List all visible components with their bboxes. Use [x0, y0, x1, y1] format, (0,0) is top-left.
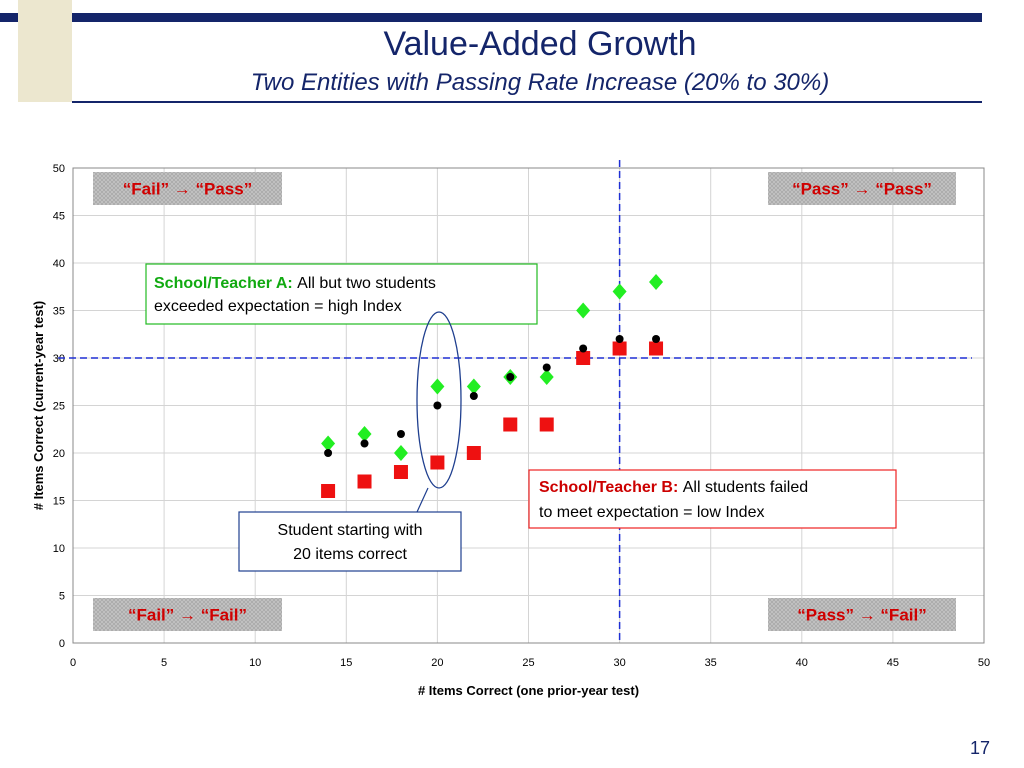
- school-a-label: School/Teacher A:: [154, 275, 297, 292]
- x-tick-label: 35: [705, 657, 717, 669]
- quad-label-fail-pass: “Fail” → “Pass”: [93, 172, 282, 205]
- quad-label-fail-pass-bg: [93, 172, 282, 205]
- y-tick-label: 0: [59, 638, 65, 650]
- school-a-line2: exceeded expectation = high Index: [154, 298, 402, 315]
- quad-label-fail-pass-text: “Fail” → “Pass”: [123, 180, 252, 199]
- x-tick-label: 5: [161, 657, 167, 669]
- title-underline: [72, 101, 982, 103]
- diamond-marker: [649, 274, 664, 290]
- plot-area-frame: [72, 167, 985, 644]
- x-tick-label: 15: [340, 657, 352, 669]
- square-marker: [357, 474, 372, 489]
- square-marker: [539, 417, 554, 432]
- y-tick-label: 40: [53, 258, 65, 270]
- x-axis-label: # Items Correct (one prior-year test): [418, 683, 639, 698]
- dot-marker: [433, 401, 442, 410]
- data-points: [321, 274, 664, 498]
- school-b-line2: to meet expectation = low Index: [539, 504, 764, 521]
- axis-ticks: 0 5 10 15 20 25 30 35 40 45 50 0 5 10 15 20 25 30 35 40 45 50: [53, 163, 990, 669]
- dot-marker: [579, 344, 588, 353]
- x-tick-label: 45: [887, 657, 899, 669]
- y-tick-label: 30: [53, 353, 65, 365]
- y-tick-label: 35: [53, 306, 65, 318]
- slide-subtitle: Two Entities with Passing Rate Increase …: [250, 69, 830, 96]
- x-tick-label: 40: [796, 657, 808, 669]
- square-marker: [430, 455, 445, 470]
- quad-label-pass-pass-text: “Pass” → “Pass”: [792, 180, 932, 199]
- scatter-chart: 0 5 10 15 20 25 30 35 40 45 50 0 5 10 15 20 25 30 35 40 45 50…: [31, 160, 990, 698]
- annotations: School/Teacher A: All but two students ex…: [145, 263, 897, 572]
- square-marker: [576, 351, 591, 365]
- x-tick-label: 25: [522, 657, 534, 669]
- quad-label-pass-fail: “Pass” → “Fail”: [768, 598, 956, 631]
- y-tick-label: 20: [53, 448, 65, 460]
- top-accent-bar: [0, 13, 982, 22]
- school-b-callout: School/Teacher B: All students failed to …: [528, 469, 897, 529]
- dot-marker: [396, 430, 405, 438]
- diamond-marker: [393, 445, 408, 461]
- square-marker: [393, 465, 408, 479]
- dot-marker: [360, 439, 369, 448]
- dot-marker: [506, 373, 515, 381]
- square-marker: [466, 446, 481, 460]
- student-box: [238, 511, 462, 572]
- school-a-line1: School/Teacher A: All but two students: [154, 275, 436, 292]
- y-tick-label: 15: [53, 496, 65, 508]
- school-a-desc: All but two students: [297, 275, 436, 292]
- y-tick-label: 25: [53, 401, 65, 413]
- square-marker: [649, 341, 664, 356]
- x-tick-label: 20: [431, 657, 443, 669]
- diamond-marker: [430, 378, 445, 395]
- square-marker: [321, 484, 336, 498]
- dot-marker: [542, 363, 551, 372]
- diamond-marker: [612, 283, 627, 300]
- y-tick-label: 5: [59, 591, 65, 603]
- diamond-marker: [539, 369, 554, 385]
- cutoff-lines: [58, 160, 972, 643]
- diamond-marker: [576, 302, 591, 319]
- x-tick-label: 30: [613, 657, 625, 669]
- quad-label-pass-fail-bg: [768, 598, 956, 631]
- y-tick-label: 45: [53, 211, 65, 223]
- y-tick-label: 10: [53, 543, 65, 555]
- student-callout: Student starting with 20 items correct: [238, 311, 462, 572]
- student-line2: 20 items correct: [293, 546, 407, 563]
- quad-label-pass-fail-text: “Pass” → “Fail”: [797, 606, 926, 625]
- page-number: 17: [969, 738, 990, 758]
- y-axis-label: # Items Correct (current-year test): [31, 301, 46, 511]
- quad-label-pass-pass-bg: [768, 172, 956, 205]
- y-tick-label: 50: [53, 163, 65, 175]
- square-marker: [612, 341, 627, 356]
- diamond-marker: [466, 378, 481, 395]
- side-decor-block: [18, 0, 72, 102]
- quad-label-pass-pass: “Pass” → “Pass”: [768, 172, 956, 205]
- quad-label-fail-fail-text: “Fail” → “Fail”: [128, 606, 247, 625]
- square-marker: [503, 417, 518, 432]
- diamond-marker: [321, 435, 336, 452]
- school-b-label: School/Teacher B:: [539, 479, 683, 496]
- student-highlight-ellipse: [416, 311, 462, 489]
- quadrant-labels: “Fail” → “Pass” “Pass” → “Pass” “Fail” → “…: [93, 172, 956, 631]
- school-a-callout: School/Teacher A: All but two students ex…: [145, 263, 538, 325]
- student-line1: Student starting with: [278, 522, 423, 539]
- dot-marker: [469, 392, 478, 400]
- school-b-desc: All students failed: [683, 479, 808, 496]
- school-b-line1: School/Teacher B: All students failed: [539, 479, 808, 496]
- x-tick-label: 10: [249, 657, 261, 669]
- dot-marker: [324, 449, 333, 457]
- quad-label-fail-fail: “Fail” → “Fail”: [93, 598, 282, 631]
- dot-marker: [652, 335, 661, 343]
- slide-title: Value-Added Growth: [383, 25, 697, 63]
- x-tick-label: 0: [70, 657, 76, 669]
- x-tick-label: 50: [978, 657, 990, 669]
- grid-lines: [72, 167, 985, 644]
- student-pointer-line: [416, 487, 429, 513]
- diamond-marker: [357, 426, 372, 442]
- quad-label-fail-fail-bg: [93, 598, 282, 631]
- school-a-box: [145, 263, 538, 325]
- school-b-box: [528, 469, 897, 529]
- dot-marker: [615, 335, 624, 343]
